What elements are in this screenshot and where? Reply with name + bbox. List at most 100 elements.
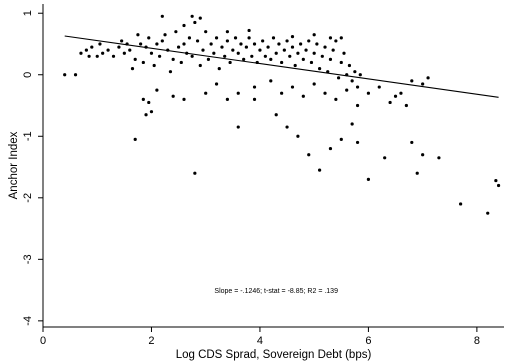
data-point bbox=[171, 94, 175, 98]
data-point bbox=[198, 16, 202, 20]
data-point bbox=[285, 39, 289, 43]
data-point bbox=[160, 14, 164, 18]
data-point bbox=[233, 36, 238, 40]
data-point bbox=[285, 125, 289, 129]
data-point bbox=[366, 91, 371, 95]
data-point bbox=[315, 42, 319, 46]
data-point bbox=[242, 57, 246, 61]
data-point bbox=[323, 45, 327, 49]
data-point bbox=[179, 60, 183, 65]
data-point bbox=[301, 94, 305, 98]
data-point bbox=[87, 54, 91, 58]
data-point bbox=[136, 33, 140, 37]
data-point bbox=[350, 79, 354, 83]
data-point bbox=[258, 48, 262, 52]
data-point bbox=[342, 51, 346, 55]
data-point bbox=[304, 48, 308, 52]
x-axis: 0 2 4 6 8 Log CDS Sprad, Sovereign Debt (bps… bbox=[40, 326, 504, 361]
data-point bbox=[426, 76, 430, 80]
data-point bbox=[339, 36, 343, 40]
data-point bbox=[149, 51, 154, 55]
data-point bbox=[399, 91, 403, 95]
y-tick-label: -4 bbox=[22, 316, 34, 326]
data-point bbox=[269, 57, 273, 61]
data-point bbox=[111, 54, 116, 58]
data-point bbox=[231, 48, 235, 52]
data-point bbox=[141, 60, 145, 65]
data-point bbox=[193, 171, 197, 175]
data-point bbox=[296, 51, 300, 55]
data-point bbox=[190, 54, 194, 58]
x-ticks: 0 2 4 6 8 bbox=[40, 327, 480, 347]
data-point bbox=[73, 73, 78, 77]
data-point bbox=[236, 51, 240, 55]
data-point bbox=[404, 103, 408, 108]
data-point bbox=[290, 85, 295, 89]
data-point bbox=[239, 42, 243, 46]
data-point bbox=[328, 36, 333, 40]
data-point bbox=[269, 79, 273, 83]
data-point bbox=[193, 20, 197, 25]
data-point bbox=[280, 91, 284, 95]
data-point bbox=[355, 103, 360, 108]
data-point bbox=[290, 45, 295, 49]
data-point bbox=[339, 60, 343, 65]
data-point bbox=[84, 48, 88, 52]
y-tick-label: -3 bbox=[22, 254, 34, 264]
y-tick-label: -2 bbox=[22, 193, 34, 203]
y-axis: 1 0 -1 -2 -3 -4 Anchor Index bbox=[8, 4, 44, 327]
data-point bbox=[155, 88, 159, 92]
data-point bbox=[212, 51, 216, 55]
data-point bbox=[261, 39, 265, 43]
data-point bbox=[155, 42, 159, 46]
data-point bbox=[122, 51, 126, 55]
data-point bbox=[98, 42, 102, 46]
data-point bbox=[206, 57, 211, 61]
data-point bbox=[149, 110, 154, 114]
data-point bbox=[247, 28, 251, 33]
data-point bbox=[388, 100, 392, 105]
data-point bbox=[225, 30, 229, 34]
data-point bbox=[334, 97, 338, 101]
data-point bbox=[293, 63, 297, 68]
data-point bbox=[182, 42, 186, 46]
data-point bbox=[366, 177, 371, 181]
data-point bbox=[223, 54, 227, 58]
data-point bbox=[486, 211, 490, 215]
data-point bbox=[318, 67, 322, 71]
data-point bbox=[277, 42, 281, 46]
data-point bbox=[345, 88, 349, 92]
data-point bbox=[174, 30, 178, 34]
data-point bbox=[309, 60, 314, 65]
data-point bbox=[158, 54, 162, 58]
data-point bbox=[421, 82, 425, 86]
data-point bbox=[79, 51, 83, 55]
data-point bbox=[220, 45, 224, 49]
data-point bbox=[290, 35, 295, 39]
x-tick-label: 8 bbox=[474, 335, 480, 347]
data-point bbox=[383, 156, 387, 160]
data-point bbox=[139, 42, 143, 46]
data-point bbox=[144, 113, 148, 117]
data-point bbox=[190, 14, 194, 18]
data-point bbox=[225, 39, 229, 43]
data-point bbox=[299, 42, 303, 46]
data-point bbox=[204, 30, 208, 34]
data-point bbox=[410, 140, 414, 145]
data-point bbox=[168, 70, 173, 74]
data-point bbox=[307, 39, 311, 43]
x-tick-label: 0 bbox=[40, 335, 46, 347]
data-point bbox=[320, 54, 324, 58]
data-point bbox=[250, 54, 254, 58]
data-point bbox=[90, 45, 94, 49]
data-point bbox=[147, 36, 151, 40]
data-point bbox=[204, 91, 208, 95]
data-point bbox=[331, 48, 335, 52]
data-point bbox=[328, 57, 333, 61]
x-tick-label: 2 bbox=[148, 335, 154, 347]
data-point bbox=[198, 63, 202, 68]
data-point bbox=[301, 57, 305, 61]
data-point bbox=[323, 91, 327, 95]
data-point bbox=[350, 122, 354, 126]
